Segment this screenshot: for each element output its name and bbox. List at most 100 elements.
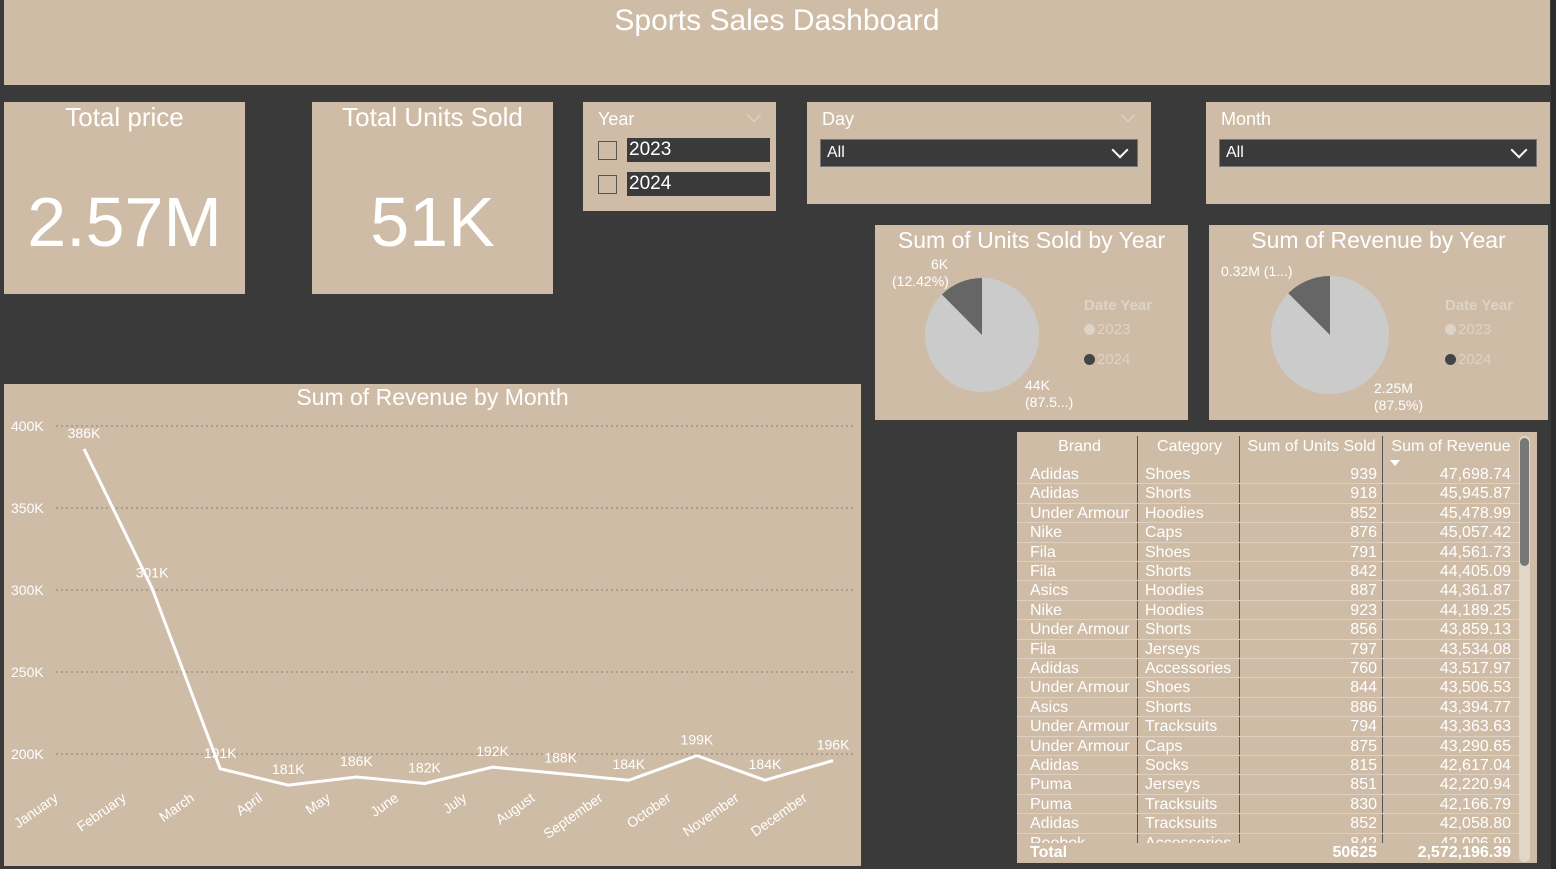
- slicer-title: Year: [598, 109, 635, 129]
- table-row[interactable]: Adidas Tracksuits 852 42,058.80: [1017, 814, 1519, 834]
- revenue-line: [82, 448, 834, 787]
- legend-title: Date Year: [1084, 297, 1153, 314]
- column-header-brand[interactable]: Brand: [1058, 438, 1101, 455]
- cell-category: Jerseys: [1145, 640, 1201, 658]
- table-row[interactable]: Under Armour Hoodies 852 45,478.99: [1017, 504, 1519, 524]
- year-option-2023[interactable]: 2023: [598, 137, 770, 163]
- cell-brand: Asics: [1030, 582, 1069, 600]
- cell-units: 923: [1350, 601, 1377, 619]
- x-tick-label: October: [624, 789, 674, 831]
- column-header-revenue[interactable]: Sum of Revenue: [1391, 438, 1511, 455]
- cell-revenue: 43,859.13: [1439, 621, 1511, 639]
- dropdown-value: All: [827, 144, 845, 161]
- cell-revenue: 42,166.79: [1439, 795, 1511, 813]
- table-row[interactable]: Fila Jerseys 797 43,534.08: [1017, 640, 1519, 659]
- slicer-title: Day: [822, 109, 855, 129]
- cell-revenue: 47,698.74: [1439, 466, 1511, 483]
- cell-category: Caps: [1145, 737, 1183, 755]
- checkbox[interactable]: [598, 140, 617, 160]
- column-header-units[interactable]: Sum of Units Sold: [1247, 438, 1376, 455]
- year-option-2024[interactable]: 2024: [598, 171, 770, 197]
- table-row[interactable]: Under Armour Shoes 844 43,506.53: [1017, 678, 1519, 698]
- table-row[interactable]: Nike Hoodies 923 44,189.25: [1017, 601, 1519, 621]
- cell-units: 939: [1350, 466, 1377, 483]
- table-row[interactable]: Puma Tracksuits 830 42,166.79: [1017, 795, 1519, 815]
- table-row[interactable]: Under Armour Tracksuits 794 43,363.63: [1017, 717, 1519, 737]
- table-row[interactable]: Asics Hoodies 887 44,361.87: [1017, 581, 1519, 601]
- table-row[interactable]: Nike Caps 876 45,057.42: [1017, 523, 1519, 543]
- total-revenue: 2,572,196.39: [1417, 844, 1511, 861]
- kpi-value: 51K: [370, 183, 495, 261]
- window-edge: [1551, 0, 1556, 869]
- data-label: 184K: [749, 756, 782, 772]
- table-total-row: Total 50625 2,572,196.39: [1017, 843, 1519, 863]
- legend-marker: [1445, 354, 1456, 365]
- legend-item-2023[interactable]: 2023: [1445, 321, 1491, 338]
- cell-brand: Adidas: [1030, 660, 1079, 677]
- table-row[interactable]: Adidas Shorts 918 45,945.87: [1017, 484, 1519, 504]
- cell-units: 856: [1350, 621, 1377, 639]
- pie-label-value: 0.32M (1...): [1221, 263, 1293, 279]
- table-row[interactable]: Under Armour Caps 875 43,290.65: [1017, 737, 1519, 756]
- cell-units: 844: [1350, 679, 1377, 697]
- x-tick-label: February: [74, 789, 129, 834]
- cell-revenue: 43,517.97: [1439, 660, 1511, 677]
- chevron-down-icon[interactable]: [1120, 107, 1136, 123]
- x-tick-label: November: [680, 789, 742, 839]
- x-tick-label: January: [11, 789, 61, 831]
- table-row[interactable]: Adidas Accessories 760 43,517.97: [1017, 659, 1519, 679]
- table-row[interactable]: Puma Jerseys 851 42,220.94: [1017, 775, 1519, 795]
- cell-revenue: 45,945.87: [1439, 485, 1511, 503]
- table-row[interactable]: Asics Shorts 886 43,394.77: [1017, 698, 1519, 718]
- column-header-category[interactable]: Category: [1157, 438, 1222, 455]
- legend-item-2024[interactable]: 2024: [1084, 351, 1130, 368]
- legend-item-2023[interactable]: 2023: [1084, 321, 1130, 338]
- data-label: 386K: [68, 425, 101, 441]
- sort-descending-icon[interactable]: [1390, 460, 1400, 468]
- kpi-value: 2.57M: [27, 183, 222, 261]
- table-row[interactable]: Adidas Shoes 939 47,698.74: [1017, 465, 1519, 485]
- slicer-title: Month: [1221, 109, 1272, 129]
- pie-label-value: 44K: [1025, 377, 1050, 393]
- cell-category: Shorts: [1145, 485, 1192, 503]
- day-dropdown[interactable]: All: [820, 139, 1138, 167]
- legend-title: Date Year: [1445, 297, 1514, 314]
- table-row[interactable]: Fila Shorts 842 44,405.09: [1017, 562, 1519, 582]
- data-label: 188K: [544, 750, 577, 766]
- cell-units: 876: [1350, 524, 1377, 542]
- legend-item-2024[interactable]: 2024: [1445, 351, 1491, 368]
- cell-brand: Nike: [1030, 601, 1063, 619]
- table-row[interactable]: Adidas Socks 815 42,617.04: [1017, 756, 1519, 776]
- cell-category: Shorts: [1145, 621, 1192, 639]
- x-tick-label: December: [748, 789, 810, 839]
- pie-revenue-svg: [1271, 276, 1389, 394]
- cell-revenue: 42,617.04: [1439, 757, 1511, 774]
- cell-brand: Under Armour: [1030, 504, 1130, 522]
- chevron-down-icon: [1510, 141, 1528, 159]
- day-slicer: Day All: [807, 102, 1151, 204]
- checkbox[interactable]: [598, 174, 617, 194]
- data-label: 191K: [204, 745, 237, 761]
- table-row[interactable]: Fila Shoes 791 44,561.73: [1017, 543, 1519, 562]
- cell-revenue: 44,361.87: [1439, 582, 1511, 600]
- cell-units: 875: [1350, 737, 1377, 755]
- column-divider: [1239, 436, 1240, 861]
- cell-units: 760: [1350, 660, 1377, 677]
- cell-revenue: 43,363.63: [1439, 718, 1511, 736]
- month-slicer: Month All: [1206, 102, 1550, 204]
- cell-category: Shorts: [1145, 698, 1192, 716]
- month-dropdown[interactable]: All: [1219, 139, 1537, 167]
- cell-revenue: 44,189.25: [1439, 601, 1511, 619]
- cell-category: Hoodies: [1145, 504, 1204, 522]
- year-option-label: 2023: [627, 138, 770, 162]
- cell-revenue: 43,534.08: [1439, 640, 1511, 658]
- revenue-by-month-chart: Sum of Revenue by Month 400K 350K 300K 250K…: [4, 384, 861, 866]
- data-label: 186K: [340, 753, 373, 769]
- year-option-label: 2024: [627, 172, 770, 196]
- table-scrollbar[interactable]: [1519, 436, 1530, 862]
- chevron-down-icon[interactable]: [746, 107, 762, 123]
- scrollbar-thumb[interactable]: [1520, 438, 1529, 566]
- year-slicer: Year 2023 2024: [583, 102, 776, 211]
- kpi-card-total-units: Total Units Sold 51K: [312, 102, 553, 294]
- table-row[interactable]: Under Armour Shorts 856 43,859.13: [1017, 620, 1519, 640]
